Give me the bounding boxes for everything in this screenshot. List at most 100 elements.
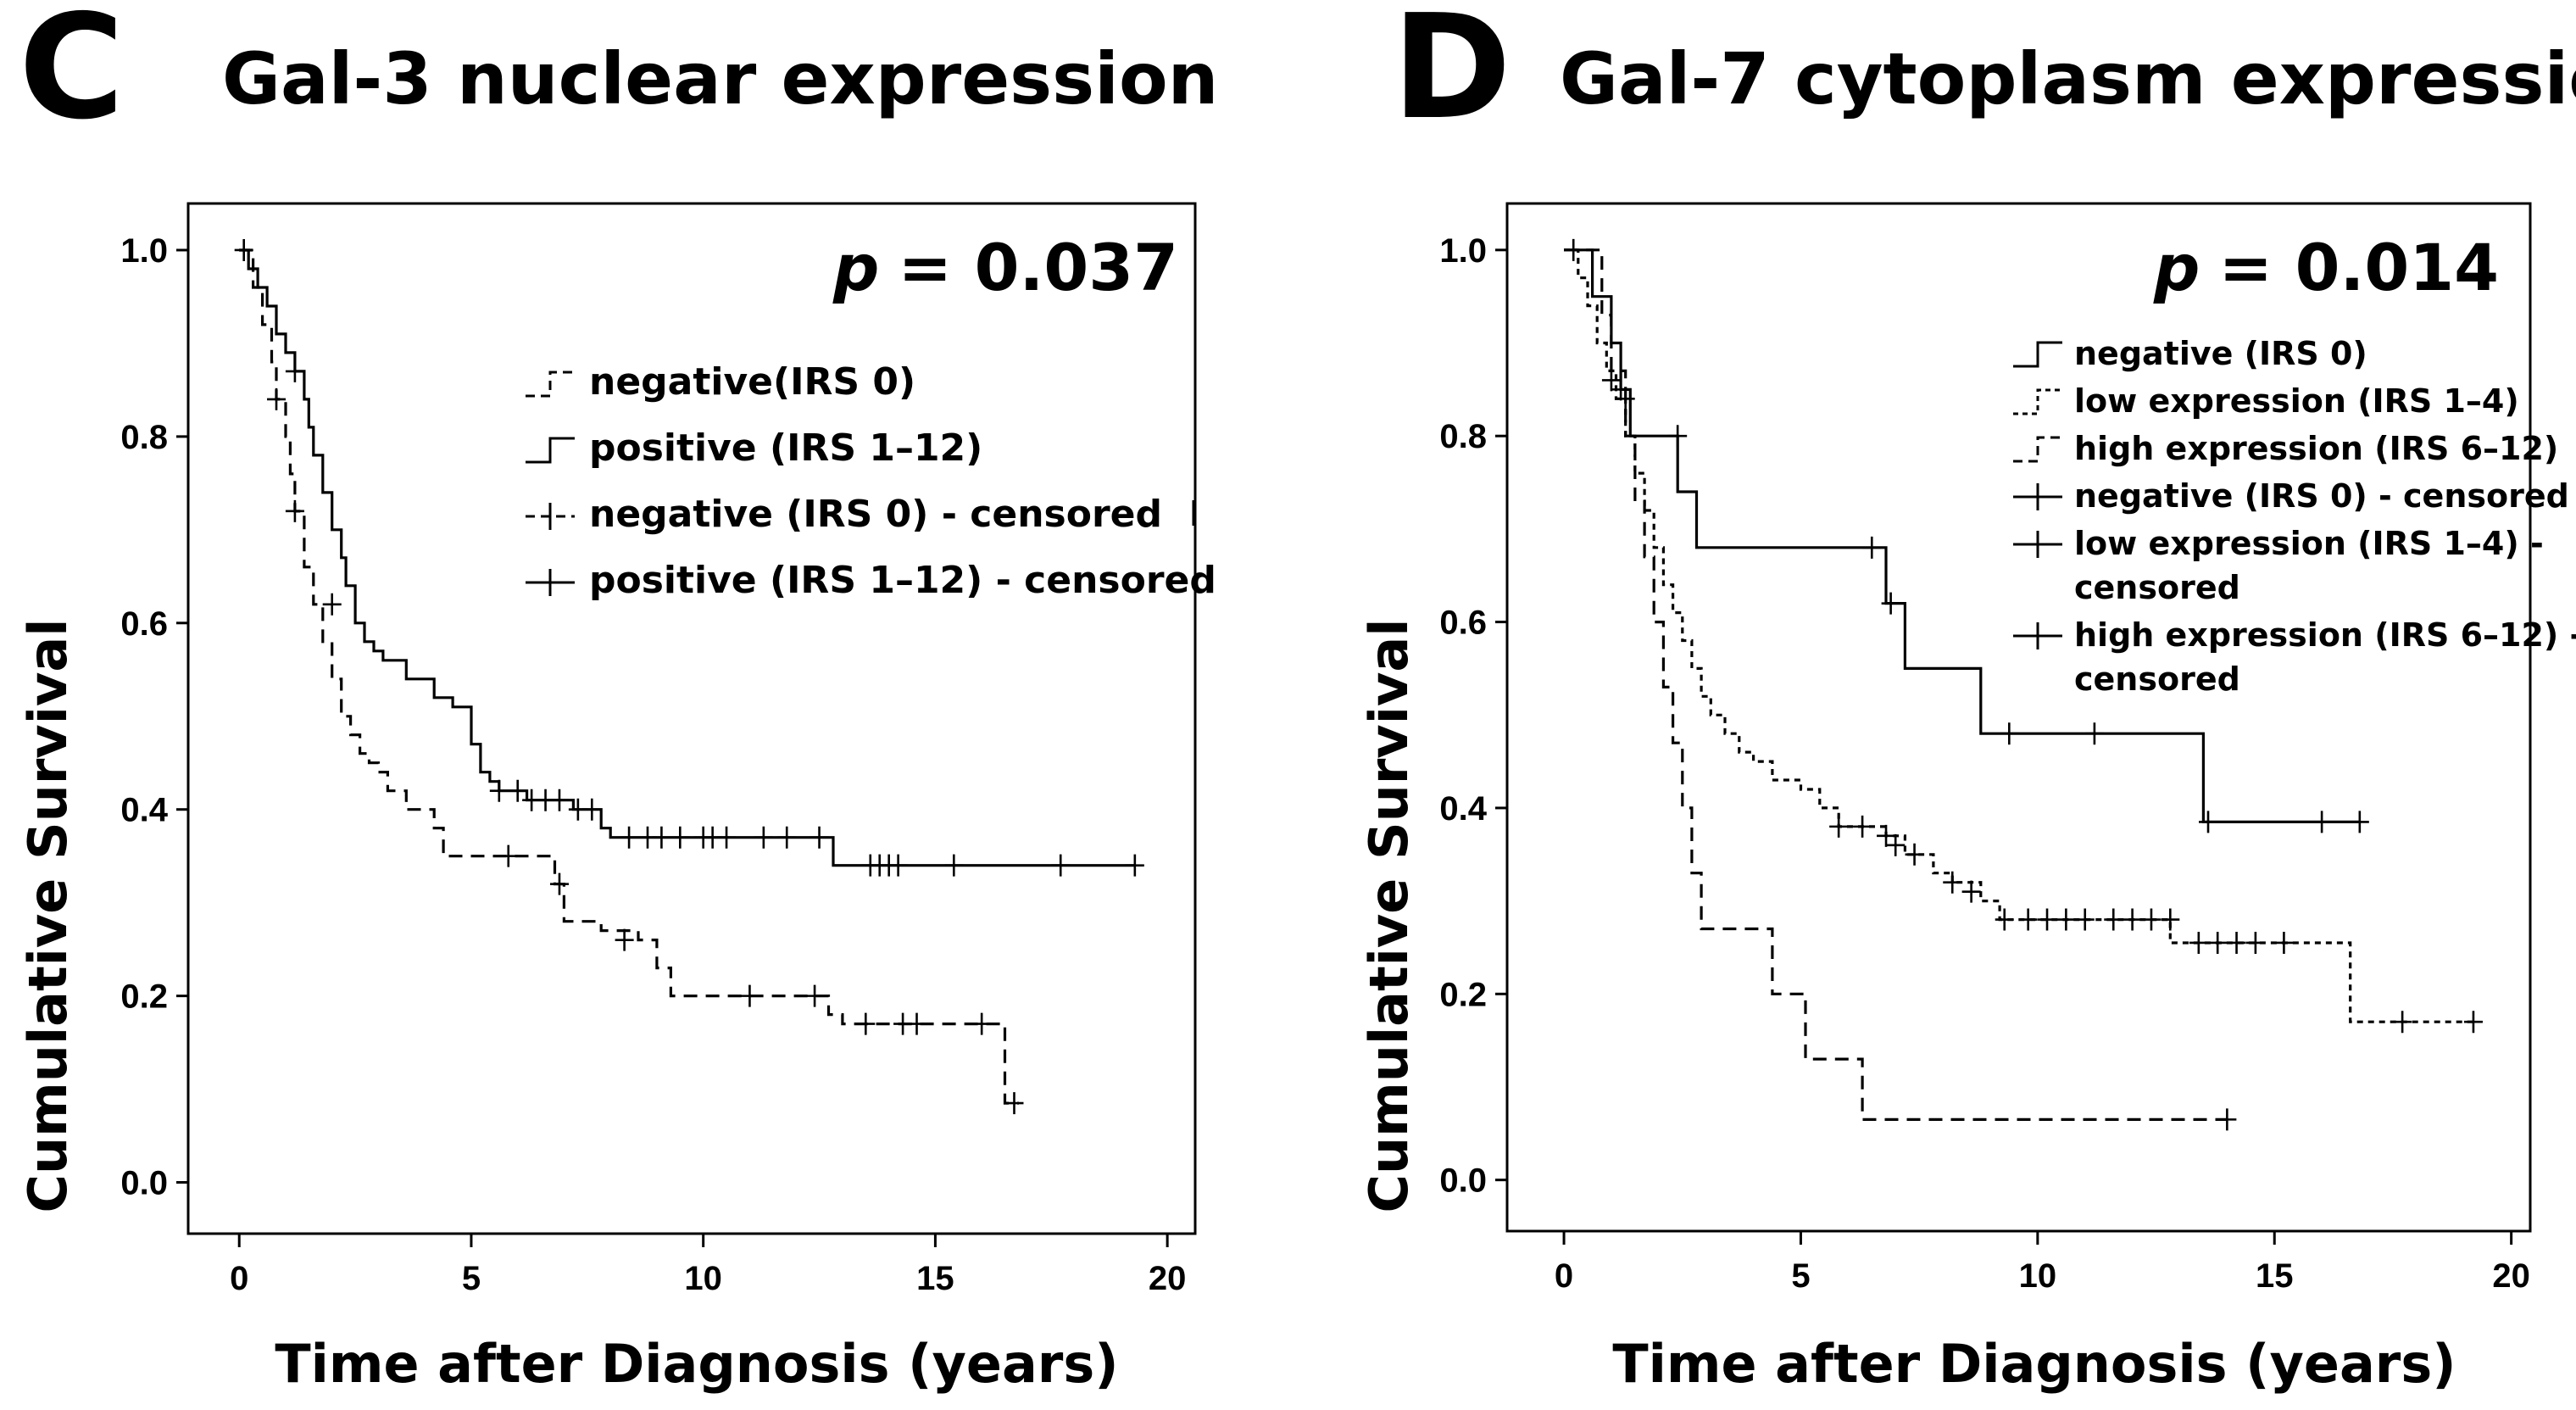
- legend-line-sample: [526, 371, 575, 398]
- y-tick-label: 0.4: [1439, 790, 1487, 828]
- censor-mark: [652, 826, 671, 849]
- censor-mark: [1601, 369, 1621, 392]
- p-value: = 0.014: [2218, 230, 2499, 305]
- chart-title: Gal-3 nuclear expression: [222, 37, 1218, 120]
- censor-mark: [972, 1012, 992, 1035]
- censor-mark: [2208, 931, 2228, 954]
- censor-mark: [717, 826, 737, 849]
- y-tick-label: 0.8: [120, 419, 168, 456]
- legend-label: high expression (IRS 6–12) -: [2074, 616, 2576, 654]
- x-axis-label: Time after Diagnosis (years): [275, 1333, 1118, 1395]
- plot-frame: [186, 202, 1197, 1235]
- censor-mark: [740, 984, 759, 1007]
- censor-mark: [549, 872, 569, 895]
- y-tick-label: 0.8: [1439, 418, 1487, 455]
- censor-mark: [2393, 1011, 2412, 1034]
- x-tick-label: 10: [684, 1260, 722, 1297]
- censor-mark: [1829, 815, 1849, 838]
- y-axis-label: Cumulative Survival: [17, 619, 79, 1213]
- y-tick-label: 1.0: [120, 232, 168, 270]
- censor-mark: [2000, 722, 2019, 745]
- x-tick-label: 15: [2256, 1257, 2294, 1295]
- censor-mark: [1611, 378, 1631, 401]
- y-tick-label: 0.2: [1439, 976, 1487, 1013]
- panel-c: C Gal-3 nuclear expression Cumulative Su…: [17, 0, 1218, 1395]
- legend-label: low expression (IRS 1–4) -: [2074, 525, 2544, 562]
- censor-mark: [615, 928, 634, 951]
- censor-mark: [2189, 931, 2208, 954]
- censor-mark: [267, 387, 287, 410]
- censor-mark: [2245, 931, 2265, 954]
- censor-mark: [1943, 871, 1962, 894]
- legend: negative (IRS 0) low expression (IRS 1–4)…: [2013, 335, 2576, 698]
- censor-mark: [1877, 824, 1896, 847]
- x-tick-label: 0: [1555, 1257, 1573, 1295]
- censor-mark: [322, 593, 342, 616]
- censor-mark: [670, 826, 690, 849]
- legend-label: positive (IRS 1–12): [589, 426, 982, 470]
- censor-mark: [888, 854, 908, 877]
- survival-curve: [239, 248, 1135, 867]
- censor-mark: [620, 826, 639, 849]
- censor-mark: [285, 359, 304, 382]
- censor-mark: [2075, 908, 2095, 931]
- censor-mark: [810, 826, 829, 849]
- y-tick-label: 1.0: [1439, 232, 1487, 270]
- legend-label-continued: censored: [2074, 569, 2240, 606]
- legend: negative(IRS 0) positive (IRS 1–12) negati…: [526, 360, 1216, 602]
- legend-label: negative (IRS 0) - censored: [589, 493, 1162, 536]
- censor-mark: [489, 779, 509, 802]
- censor-mark: [1995, 908, 2014, 931]
- censor-mark: [1886, 833, 1906, 856]
- censor-mark: [549, 789, 569, 811]
- x-tick-label: 0: [230, 1260, 248, 1297]
- censor-mark: [2463, 1011, 2483, 1034]
- censor-mark: [2018, 908, 2038, 931]
- legend-label: low expression (IRS 1–4): [2074, 382, 2519, 420]
- censor-mark: [1125, 854, 1144, 877]
- x-axis-label: Time after Diagnosis (years): [1612, 1333, 2456, 1395]
- censor-mark: [2123, 908, 2142, 931]
- censor-mark: [777, 826, 797, 849]
- x-tick-label: 15: [916, 1260, 954, 1297]
- censor-mark: [1905, 843, 1924, 866]
- panel-letter: D: [1392, 0, 1511, 152]
- censor-mark: [498, 844, 518, 867]
- panel-letter: C: [19, 0, 125, 152]
- censor-mark: [944, 854, 964, 877]
- censor-mark: [285, 499, 304, 522]
- y-axis-label: Cumulative Survival: [1358, 619, 1420, 1213]
- censor-mark: [2084, 722, 2104, 745]
- x-tick-label: 20: [1149, 1260, 1187, 1297]
- y-tick-label: 0.6: [120, 605, 168, 643]
- censor-mark: [1668, 425, 1688, 448]
- censor-mark: [2227, 931, 2246, 954]
- censor-mark: [907, 1012, 926, 1035]
- censor-mark: [805, 984, 825, 1007]
- y-tick-label: 0.2: [120, 978, 168, 1016]
- censor-mark: [2104, 908, 2123, 931]
- censor-mark: [856, 1012, 876, 1035]
- x-tick-label: 5: [462, 1260, 481, 1297]
- survival-curve: [1564, 248, 2228, 1121]
- censor-mark: [1004, 1092, 1024, 1115]
- y-tick-label: 0.0: [120, 1165, 168, 1202]
- legend-label-continued: censored: [2074, 660, 2240, 698]
- censor-mark: [2274, 931, 2294, 954]
- censor-mark: [2217, 1108, 2237, 1131]
- y-tick-label: 0.6: [1439, 605, 1487, 642]
- censor-mark: [2161, 908, 2180, 931]
- legend-line-sample: [526, 437, 575, 464]
- legend-label: positive (IRS 1–12) - censored: [589, 559, 1216, 602]
- p-value-annotation: p = 0.014: [2153, 230, 2499, 305]
- censor-mark: [1862, 536, 1882, 559]
- legend-label: negative (IRS 0): [2074, 335, 2367, 372]
- p-symbol: p: [2153, 230, 2200, 305]
- legend-label: high expression (IRS 6–12): [2074, 430, 2558, 467]
- chart-title: Gal-7 cytoplasm expression: [1560, 37, 2576, 120]
- censor-mark: [2199, 811, 2218, 833]
- legend-label: negative(IRS 0): [589, 360, 915, 404]
- legend-label: negative (IRS 0) - censored: [2074, 477, 2569, 515]
- plot-frame: [1505, 202, 2532, 1233]
